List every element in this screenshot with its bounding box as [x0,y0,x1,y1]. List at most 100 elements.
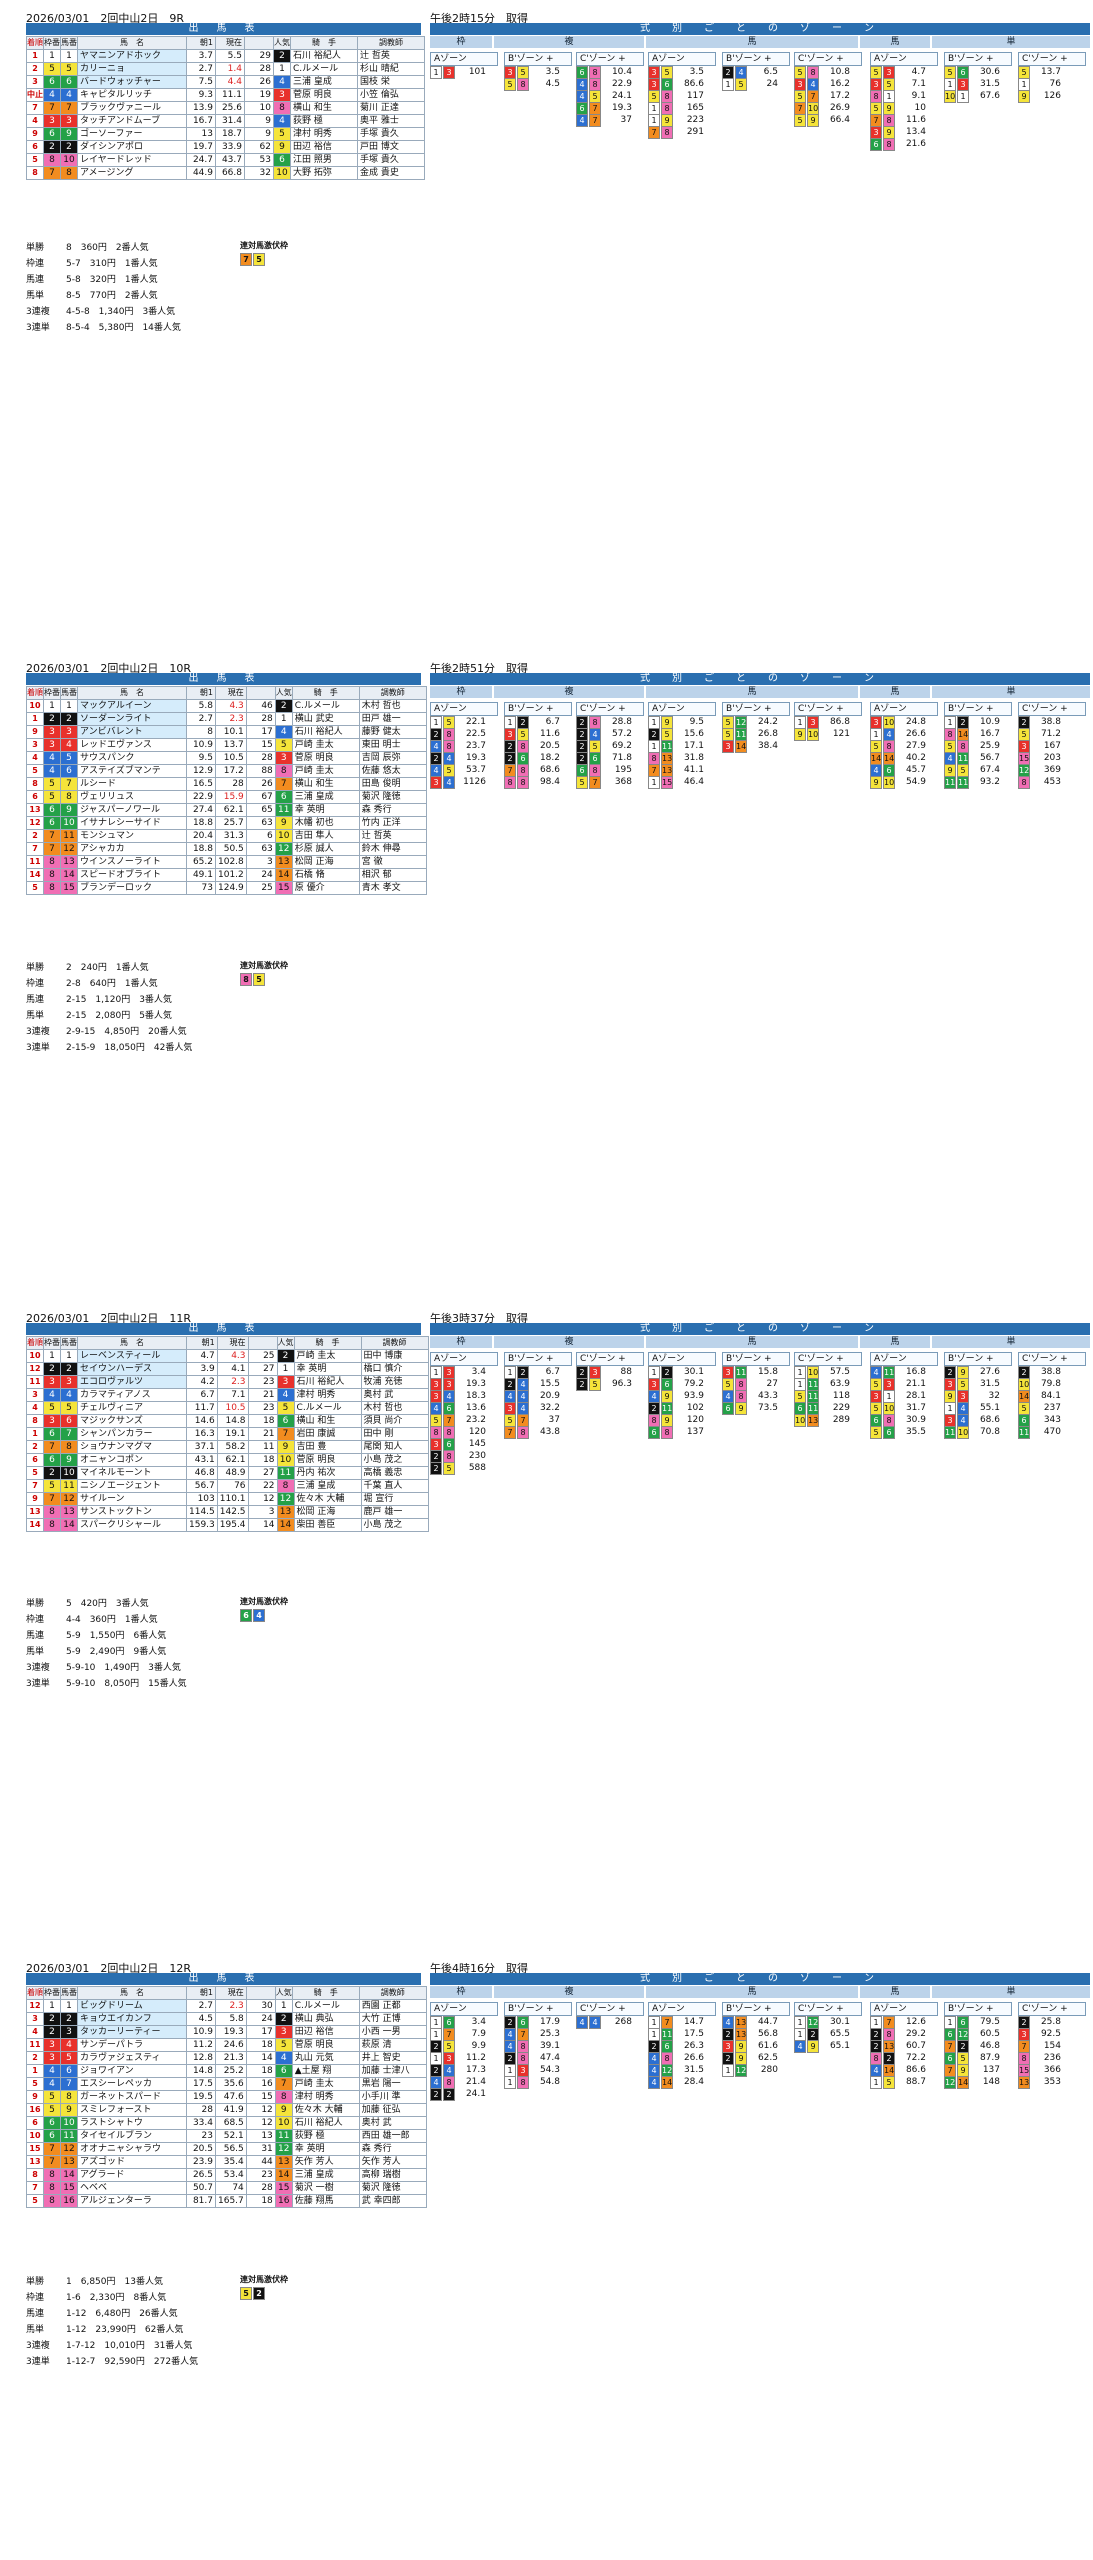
runner-row[interactable]: 5 2 10 マイネルモーント 46.8 48.9 27 11 丹内 祐次 高橋 義忠 [26,1466,429,1480]
horse-number-chip: 3 [443,66,455,79]
zone-odds: 13.4 [905,127,926,137]
runner-row[interactable]: 1 6 7 シャンパンカラー 16.3 19.1 21 7 岩田 康誠 田中 剛 [26,1427,429,1441]
runner-row[interactable]: 5 8 10 レイヤードレッド 24.7 43.7 53 6 江田 照男 手塚 貴久 [26,153,425,167]
zone-odds: 17.9 [539,2017,560,2027]
horse-number-chip: 9 [661,114,673,127]
runner-row[interactable]: 6 6 10 ラストシャトウ 33.4 68.5 12 10 石川 裕紀人 奥村 武 [26,2116,427,2130]
runner-row[interactable]: 16 5 9 スミレフォースト 28 41.9 12 9 佐々木 大輔 加藤 征弘 [26,2103,427,2117]
runner-row[interactable]: 3 3 4 レッドエヴァンス 10.9 13.7 15 5 戸崎 圭太 東田 明士 [26,738,427,752]
column-header: 馬番 [60,1986,78,2000]
runner-row[interactable]: 5 8 16 アルジェンターラ 81.7 165.7 18 16 佐藤 翔馬武 幸四郎 [26,2194,427,2208]
zone-row: 3 1 28.1 [870,1390,938,1403]
gate-number: 8 [43,1505,61,1519]
zone-title: C'ゾーン + [576,702,644,716]
zone-odds: 71.2 [1040,729,1061,739]
runner-row[interactable]: 4 3 3 タッチアンドムーブ 16.7 31.4 9 4 荻野 極奥平 雅士 [26,114,425,128]
runner-row[interactable]: 12 2 2 セイウンハーデス 3.9 4.1 27 1 幸 英明 橋口 慎介 [26,1362,429,1376]
zone-row: 1 11 63.9 [794,1378,862,1391]
payout-type: 馬単 [26,2325,45,2335]
runner-row[interactable]: 8 3 6 マジックサンズ 14.6 14.8 18 6 横山 和生 須貝 尚介 [26,1414,429,1428]
zone-odds: 68.6 [979,1415,1000,1425]
runner-row[interactable]: 6 6 9 オニャンコポン 43.1 62.1 18 10 菅原 明良 小島 茂之 [26,1453,429,1467]
zone-box: Aゾーン 1 2 30.1 3 6 79.2 4 9 93.9 2 11 102 8 9 120 6 8 137 [648,1352,716,1439]
zone-odds: 236 [1043,2053,1061,2063]
runner-row[interactable]: 1 4 6 ジョワイアン 14.8 25.2 18 6 ▲土屋 翔加藤 士津八 [26,2064,427,2078]
popularity: 14 [274,868,293,882]
odds-ratio: 11 [247,1440,278,1454]
runner-row[interactable]: 9 7 12 サイルーン 103 110.1 12 12 佐々木 大輔堀 宣行 [26,1492,429,1506]
runner-row[interactable]: 8 7 8 アメージング 44.9 66.8 32 10 大野 拓弥 金成 貴史 [26,166,425,180]
runner-row[interactable]: 9 3 3 アンビバレント 8 10.1 17 4 石川 裕紀人 藤野 健太 [26,725,427,739]
zone-row: 2 5 588 [430,1462,498,1475]
runner-row[interactable]: 10 1 1 レーベンスティール 4.7 4.3 25 2 戸崎 圭太 田中 博康 [26,1349,429,1363]
runner-row[interactable]: 10 6 11 タイセイルブラン 23 52.1 13 11 荻野 極西田 雄一郎 [26,2129,427,2143]
runner-row[interactable]: 2 5 5 カリーニョ 2.7 1.4 28 1 C.ルメール 杉山 晴紀 [26,62,425,76]
runner-row[interactable]: 9 6 9 ゴーソーファー 13 18.7 9 5 津村 明秀 手塚 貴久 [26,127,425,141]
runner-row[interactable]: 2 7 11 モンシュマン 20.4 31.3 6 10 吉田 隼人辻 哲英 [26,829,427,843]
zone-row: 6 8 137 [648,1426,716,1439]
payout-value: 4-5-8 1,340円 3番人気 [66,307,176,317]
runner-row[interactable]: 12 6 10 イサナレシーサイド 18.8 25.7 63 9 木幡 初也 竹内 正洋 [26,816,427,830]
jockey: 佐藤 翔馬 [291,2194,360,2208]
runner-row[interactable]: 5 8 15 ブランデーロック 73 124.9 25 15 原 優介 青木 孝文 [26,881,427,895]
horse-name: サンデーパトラ [77,2038,187,2052]
runner-row[interactable]: 9 5 8 ガーネットスパード 19.5 47.6 15 8 津村 明秀 小手川 準 [26,2090,427,2104]
zone-row: 4 7 25.3 [504,2028,572,2041]
popularity: 15 [274,2181,293,2195]
runner-row[interactable]: 1 2 2 ソーダーンライト 2.7 2.3 28 1 横山 武史 田戸 雄一 [26,712,427,726]
runner-row[interactable]: 3 2 2 キョウエイカンフ 4.5 5.8 24 2 横山 典弘 大竹 正博 [26,2012,427,2026]
runner-row[interactable]: 13 7 13 アズゴッド 23.9 35.4 44 13 矢作 芳人 矢作 芳人 [26,2155,427,2169]
runner-row[interactable]: 14 8 14 スパークリシャール 159.3 195.4 14 14 柴田 善臣 小島 茂之 [26,1518,429,1532]
horse-number-chip: 8 [661,1426,673,1439]
runner-row[interactable]: 12 1 1 ビッグドリーム 2.7 2.3 30 1 C.ルメール 西園 正都 [26,1999,427,2013]
odds-ratio: 53 [244,153,274,167]
zone-odds: 14.7 [683,2017,704,2027]
runner-row[interactable]: 4 4 5 サウスパンク 9.5 10.5 28 3 菅原 明良 吉岡 辰弥 [26,751,427,765]
odds-ratio: 17 [245,2025,276,2039]
runner-row[interactable]: 5 4 6 アステイズブマンテ 12.9 17.2 88 8 戸崎 圭太 佐藤 悠太 [26,764,427,778]
finish-rank: 6 [26,790,44,804]
runner-row[interactable]: 2 3 5 カラヴァジェスティ 12.8 21.3 14 4 丸山 元気 井上 智史 [26,2051,427,2065]
zone-odds: 154 [1043,2041,1061,2051]
trainer: 田中 博康 [360,1349,429,1363]
runner-row[interactable]: 2 7 8 ショウナンマグマ 37.1 58.2 11 9 吉田 豊尾関 知人 [26,1440,429,1454]
horse-number: 9 [60,2103,78,2117]
zone-row: 5 8 27 [722,1378,790,1391]
runner-row[interactable]: 10 1 1 マックアルイーン 5.8 4.3 46 2 C.ルメール 木村 哲也 [26,699,427,713]
runner-row[interactable]: 11 3 3 エコロヴァルツ 4.2 2.3 23 3 石川 裕紀人 牧浦 充徳 [26,1375,429,1389]
runner-row[interactable]: 6 2 2 ダイシンアポロ 19.7 33.9 62 9 田辺 裕信 戸田 博文 [26,140,425,154]
runner-row[interactable]: 6 5 8 ヴェリリュス 22.9 15.9 67 6 三浦 皇成 菊沢 隆徳 [26,790,427,804]
payout-type: 馬連 [26,2309,45,2319]
runner-row[interactable]: 4 2 3 タッカーリーティー 10.9 19.3 17 3 田辺 裕信 小西 一男 [26,2025,427,2039]
gate-number: 5 [43,790,61,804]
runner-row[interactable]: 3 6 6 バードウォッチャー 7.5 4.4 26 4 三浦 皇成 国枝 栄 [26,75,425,89]
runner-row[interactable]: 中止 4 4 キャピタルリッチ 9.3 11.1 19 3 菅原 明良 小笠 倫弘 [26,88,425,102]
runner-row[interactable]: 1 1 1 ヤマニンアドホック 3.7 5.5 29 2 石川 裕紀人辻 哲英 [26,49,425,63]
horse-name: スミレフォースト [77,2103,187,2117]
zone-box: B'ゾーン +3 5 3.5 5 8 4.5 [504,52,572,91]
popularity: 9 [273,140,291,154]
runner-row[interactable]: 8 5 7 ルシード 16.5 28 26 7 横山 和生 田島 俊明 [26,777,427,791]
runner-row[interactable]: 11 8 13 ウインスノーライト 65.2 102.8 3 13 松岡 正海宮 徹 [26,855,427,869]
odds-ratio: 28 [245,2181,276,2195]
runner-row[interactable]: 13 6 9 ジャスパーノワール 27.4 62.1 65 11 幸 英明森 秀行 [26,803,427,817]
gate-number: 2 [43,1466,61,1480]
runner-row[interactable]: 14 8 14 スピードオブライト 49.1 101.2 24 14 石橋 脩相沢 郁 [26,868,427,882]
runner-row[interactable]: 11 3 4 サンデーパトラ 11.2 24.6 18 5 菅原 明良 萩原 清 [26,2038,427,2052]
runner-row[interactable]: 4 5 5 チェルヴィニア 11.7 10.5 23 5 C.ルメール 木村 哲也 [26,1401,429,1415]
runner-row[interactable]: 5 4 7 エスシーレペッカ 17.5 35.6 16 7 戸崎 圭太 黒岩 陽一 [26,2077,427,2091]
runner-row[interactable]: 7 8 15 ヘベベ 50.7 74 28 15 菊沢 一樹 菊沢 隆徳 [26,2181,427,2195]
runner-row[interactable]: 7 7 7 ブラックヴァニール 13.9 25.6 10 8 横山 和生 菊川 正達 [26,101,425,115]
zone-row: 1 5 24 [722,78,790,91]
runner-row[interactable]: 13 8 13 サンストックトン 114.5 142.5 3 13 松岡 正海 鹿戸 雄一 [26,1505,429,1519]
zone-row: 1 76 [1018,78,1086,91]
runner-row[interactable]: 8 8 14 アグラード 26.5 53.4 23 14 三浦 皇成 高柳 瑞樹 [26,2168,427,2182]
runner-row[interactable]: 3 4 4 カラマティアノス 6.7 7.1 21 4 津村 明秀 奥村 武 [26,1388,429,1402]
zone-column-header: 複 [494,36,644,48]
runner-row[interactable]: 7 5 11 ニシノエージェント 56.7 76 22 8 三浦 皇成 千葉 直人 [26,1479,429,1493]
column-header: 人気 [274,1986,293,2000]
horse-number: 6 [60,764,78,778]
runner-row[interactable]: 7 7 12 アシャカカ 18.8 50.5 63 12 杉原 誠人 鈴木 伸尋 [26,842,427,856]
zone-odds: 195 [614,765,632,775]
runner-row[interactable]: 15 7 12 オオナニャシャラウ 20.5 56.5 31 12 幸 英明森 秀行 [26,2142,427,2156]
